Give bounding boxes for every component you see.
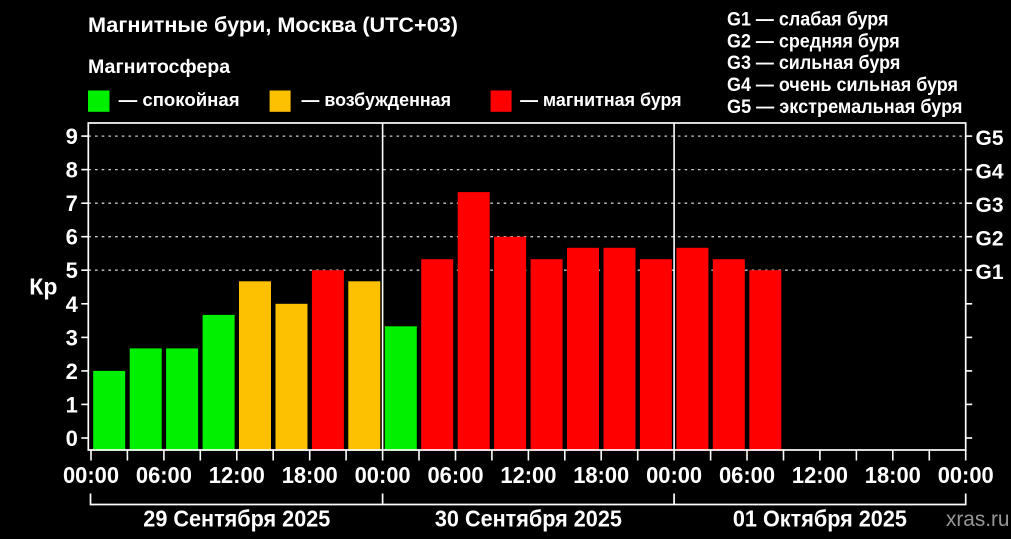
svg-text:18:00: 18:00 — [865, 462, 921, 488]
svg-text:00:00: 00:00 — [938, 462, 994, 488]
svg-text:6: 6 — [66, 225, 78, 250]
svg-text:7: 7 — [66, 191, 78, 216]
svg-text:00:00: 00:00 — [355, 462, 411, 488]
svg-text:— возбужденная: — возбужденная — [302, 89, 452, 110]
svg-text:G4: G4 — [976, 161, 1004, 184]
svg-text:G2: G2 — [976, 228, 1004, 251]
svg-text:01 Октября 2025: 01 Октября 2025 — [733, 506, 907, 532]
svg-text:— магнитная буря: — магнитная буря — [520, 89, 682, 110]
svg-text:06:00: 06:00 — [428, 462, 484, 488]
svg-text:Магнитные бури, Москва (UTC+03: Магнитные бури, Москва (UTC+03) — [88, 12, 458, 37]
svg-text:00:00: 00:00 — [646, 462, 702, 488]
svg-text:0: 0 — [66, 426, 78, 451]
svg-text:4: 4 — [66, 292, 79, 317]
svg-text:G5: G5 — [976, 127, 1004, 150]
svg-text:— спокойная: — спокойная — [119, 89, 240, 110]
svg-text:1: 1 — [66, 392, 78, 417]
svg-text:G1: G1 — [976, 261, 1004, 284]
svg-text:5: 5 — [66, 258, 78, 283]
svg-text:06:00: 06:00 — [719, 462, 775, 488]
svg-text:G5 — экстремальная буря: G5 — экстремальная буря — [727, 96, 963, 118]
svg-text:12:00: 12:00 — [500, 462, 556, 488]
svg-text:12:00: 12:00 — [792, 462, 848, 488]
svg-text:G3 — сильная буря: G3 — сильная буря — [727, 52, 900, 74]
svg-text:18:00: 18:00 — [282, 462, 338, 488]
svg-text:G2 — средняя буря: G2 — средняя буря — [727, 30, 900, 52]
svg-text:12:00: 12:00 — [209, 462, 265, 488]
svg-text:3: 3 — [66, 325, 78, 350]
svg-text:00:00: 00:00 — [63, 462, 119, 488]
svg-text:06:00: 06:00 — [136, 462, 192, 488]
svg-text:2: 2 — [66, 359, 78, 384]
svg-text:8: 8 — [66, 158, 78, 183]
svg-text:18:00: 18:00 — [573, 462, 629, 488]
svg-text:G3: G3 — [976, 194, 1004, 217]
svg-text:G4 — очень сильная буря: G4 — очень сильная буря — [727, 74, 958, 96]
svg-text:Кр: Кр — [29, 274, 57, 300]
svg-text:9: 9 — [66, 124, 78, 149]
svg-text:G1 — слабая буря: G1 — слабая буря — [727, 9, 889, 31]
svg-text:xras.ru: xras.ru — [946, 508, 1010, 531]
svg-text:Магнитосфера: Магнитосфера — [88, 56, 231, 78]
svg-text:30 Сентября 2025: 30 Сентября 2025 — [435, 506, 622, 532]
svg-text:29 Сентября 2025: 29 Сентября 2025 — [143, 506, 330, 532]
